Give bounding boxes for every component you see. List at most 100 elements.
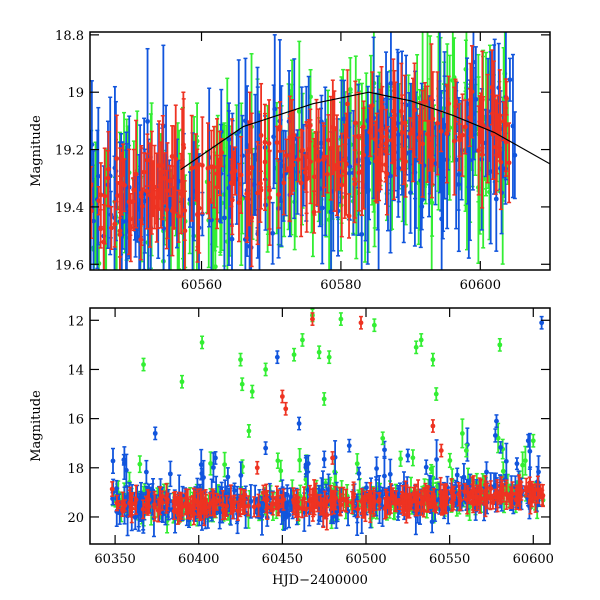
- data-point: [522, 458, 528, 464]
- data-point: [408, 131, 413, 137]
- data-point: [189, 165, 195, 171]
- x-tick-label: 60580: [320, 278, 361, 293]
- red-point: [339, 132, 345, 238]
- data-point: [527, 448, 533, 454]
- data-point: [328, 145, 334, 151]
- green-point: [297, 448, 303, 473]
- data-point: [127, 216, 133, 222]
- data-point: [144, 157, 150, 163]
- red-point: [232, 146, 238, 196]
- red-point: [276, 160, 281, 229]
- data-point: [108, 225, 114, 231]
- data-point: [90, 208, 94, 214]
- bottom-panel-marks: [109, 308, 546, 538]
- red-point: [422, 81, 428, 122]
- red-point: [435, 71, 440, 176]
- data-point: [429, 200, 435, 206]
- data-point: [157, 182, 163, 188]
- data-point: [503, 458, 509, 464]
- blue-point: [251, 153, 257, 216]
- data-point: [249, 215, 255, 221]
- red-point: [170, 186, 176, 230]
- data-point: [456, 172, 462, 177]
- data-point: [326, 137, 331, 143]
- data-point: [214, 184, 220, 190]
- data-point: [352, 120, 358, 126]
- data-point: [219, 150, 225, 156]
- red-point: [295, 136, 301, 183]
- data-point: [359, 231, 365, 237]
- red-point: [262, 103, 268, 181]
- red-point: [398, 62, 404, 161]
- red-point: [108, 205, 114, 251]
- red-point: [453, 80, 459, 123]
- red-point: [189, 114, 195, 222]
- data-point: [328, 209, 334, 215]
- red-point: [468, 62, 473, 137]
- data-point: [226, 185, 232, 191]
- data-point: [295, 157, 301, 162]
- red-point: [144, 133, 150, 187]
- red-point: [503, 78, 509, 173]
- red-point: [205, 122, 211, 215]
- data-point: [211, 164, 217, 170]
- data-point: [507, 77, 513, 83]
- data-point: [316, 158, 322, 163]
- data-point: [169, 154, 175, 159]
- data-point: [258, 133, 264, 138]
- red-point: [277, 101, 283, 153]
- data-point: [297, 457, 303, 463]
- data-point: [208, 461, 213, 466]
- data-point: [205, 165, 211, 171]
- data-point: [410, 455, 416, 461]
- data-point: [255, 190, 260, 196]
- data-point: [408, 190, 413, 196]
- red-point: [152, 144, 157, 230]
- green-point: [208, 451, 213, 476]
- red-point: [343, 112, 349, 216]
- data-point: [176, 213, 181, 219]
- data-point: [178, 191, 184, 196]
- red-point: [334, 114, 340, 217]
- data-point: [173, 156, 179, 162]
- data-point: [361, 152, 367, 158]
- blue-point: [270, 201, 276, 265]
- data-point: [287, 134, 293, 140]
- data-point: [345, 101, 350, 107]
- blue-point: [222, 154, 227, 270]
- data-point: [267, 187, 272, 193]
- blue-point: [408, 151, 413, 234]
- red-point: [267, 150, 272, 230]
- data-point: [229, 180, 234, 186]
- data-point: [346, 170, 352, 176]
- red-point: [98, 162, 104, 228]
- red-point: [345, 69, 350, 139]
- data-point: [354, 461, 360, 467]
- data-point: [447, 458, 453, 463]
- data-point: [195, 212, 200, 218]
- data-point: [244, 191, 250, 197]
- red-point: [284, 138, 290, 173]
- data-point: [402, 120, 408, 126]
- data-point: [334, 162, 340, 168]
- data-point: [492, 433, 498, 438]
- bottom-panel-full: 60350 60400 60450 60500 60550 606001214161820…: [29, 307, 554, 588]
- blue-point: [271, 84, 277, 190]
- data-point: [114, 156, 120, 161]
- blue-point: [503, 442, 509, 480]
- data-point: [217, 509, 223, 515]
- red-point: [281, 150, 287, 216]
- red-point: [214, 154, 220, 220]
- blue-point: [507, 57, 513, 102]
- x-tick-label: 60600: [460, 278, 501, 293]
- red-point: [90, 182, 94, 240]
- data-point: [398, 108, 404, 114]
- red-point: [219, 137, 225, 168]
- data-point: [389, 137, 395, 143]
- green-point: [275, 452, 281, 469]
- red-point: [506, 122, 512, 204]
- data-point: [141, 169, 147, 175]
- red-point: [114, 114, 120, 203]
- data-point: [262, 139, 268, 145]
- red-point: [321, 122, 326, 197]
